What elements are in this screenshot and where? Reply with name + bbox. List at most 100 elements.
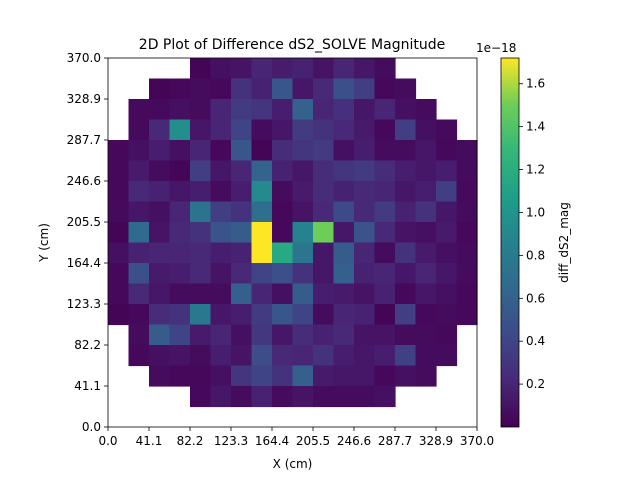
heatmap-cell: [313, 365, 335, 387]
heatmap-cell: [169, 283, 191, 305]
heatmap-cell: [272, 140, 294, 162]
colorbar-tick-label: 1.2: [526, 163, 545, 177]
heatmap-cell: [354, 58, 376, 80]
heatmap-cell: [190, 263, 212, 285]
heatmap-cell: [333, 283, 355, 305]
heatmap-cell: [415, 99, 437, 121]
heatmap-cell: [169, 78, 191, 100]
chart-title: 2D Plot of Difference dS2_SOLVE Magnitud…: [139, 37, 445, 53]
y-axis-label: Y (cm): [37, 223, 51, 263]
heatmap-cell: [456, 242, 478, 264]
heatmap-cell: [292, 181, 314, 203]
heatmap-cell: [292, 140, 314, 162]
heatmap-cell: [333, 365, 355, 387]
heatmap-cell: [354, 140, 376, 162]
heatmap-cell: [128, 181, 150, 203]
heatmap-cell: [354, 242, 376, 264]
heatmap-cell: [415, 140, 437, 162]
heatmap-cell: [415, 365, 437, 387]
heatmap-cell: [251, 283, 273, 305]
heatmap-cell: [415, 160, 437, 182]
y-tick-label: 0.0: [82, 420, 101, 434]
heatmap-cell: [333, 201, 355, 223]
heatmap-cell: [292, 263, 314, 285]
heatmap-cell: [251, 386, 273, 408]
heatmap-cell: [231, 58, 253, 80]
heatmap-cell: [436, 304, 458, 326]
heatmap-cell: [272, 119, 294, 141]
heatmap-cell: [231, 201, 253, 223]
heatmap-cell: [415, 119, 437, 141]
heatmap-cell: [128, 222, 150, 244]
heatmap-cell: [149, 140, 171, 162]
heatmap-cell: [313, 345, 335, 367]
heatmap-cell: [149, 345, 171, 367]
heatmap-cell: [231, 140, 253, 162]
heatmap-cell: [128, 304, 150, 326]
heatmap-cell: [251, 263, 273, 285]
heatmap-cell: [436, 263, 458, 285]
x-tick-label: 370.0: [460, 434, 494, 448]
heatmap-cell: [210, 304, 232, 326]
y-tick-label: 287.7: [67, 133, 101, 147]
heatmap-cell: [231, 283, 253, 305]
heatmap-cell: [169, 304, 191, 326]
heatmap-cell: [456, 304, 478, 326]
heatmap-cell: [169, 222, 191, 244]
heatmap-cell: [354, 222, 376, 244]
y-tick-label: 328.9: [67, 92, 101, 106]
heatmap-cell: [108, 181, 130, 203]
heatmap-cell: [395, 201, 417, 223]
heatmap-cell: [456, 181, 478, 203]
heatmap-cell: [436, 222, 458, 244]
colorbar-tick-label: 1.6: [526, 77, 545, 91]
heatmap-cell: [456, 283, 478, 305]
heatmap-cell: [374, 181, 396, 203]
x-axis-label: X (cm): [273, 457, 313, 471]
heatmap-cell: [395, 78, 417, 100]
heatmap-cell: [128, 283, 150, 305]
heatmap-cell: [354, 283, 376, 305]
heatmap-cell: [251, 119, 273, 141]
heatmap-cell: [231, 99, 253, 121]
heatmap-cell: [313, 181, 335, 203]
heatmap-cell: [108, 283, 130, 305]
heatmap-cell: [231, 386, 253, 408]
heatmap-cell: [128, 119, 150, 141]
heatmap-cell: [108, 160, 130, 182]
heatmap-cell: [374, 78, 396, 100]
heatmap-cell: [292, 201, 314, 223]
heatmap-cell: [128, 242, 150, 264]
heatmap-cell: [169, 99, 191, 121]
heatmap-cell: [251, 58, 273, 80]
y-tick-label: 123.3: [67, 297, 101, 311]
heatmap-cell: [333, 386, 355, 408]
heatmap-cell: [251, 160, 273, 182]
colorbar-tick-label: 0.8: [526, 248, 545, 262]
heatmap-cell: [251, 140, 273, 162]
heatmap-cell: [169, 140, 191, 162]
heatmap-cell: [415, 181, 437, 203]
heatmap-cell: [210, 78, 232, 100]
heatmap-cell: [210, 324, 232, 346]
colorbar-label: diff_dS2_mag: [557, 202, 571, 283]
colorbar-tick-label: 1.4: [526, 120, 545, 134]
heatmap-cell: [108, 242, 130, 264]
heatmap-cell: [149, 263, 171, 285]
heatmap-cell: [292, 78, 314, 100]
heatmap-cell: [169, 345, 191, 367]
heatmap-cell: [395, 283, 417, 305]
heatmap-cell: [149, 78, 171, 100]
heatmap-cell: [292, 160, 314, 182]
heatmap-cell: [108, 263, 130, 285]
heatmap-cell: [251, 304, 273, 326]
heatmap-cell: [395, 140, 417, 162]
heatmap-cell: [374, 283, 396, 305]
heatmap-cell: [333, 160, 355, 182]
heatmap-cell: [354, 181, 376, 203]
heatmap-cell: [333, 222, 355, 244]
heatmap-cell: [292, 58, 314, 80]
heatmap-cell: [210, 222, 232, 244]
heatmap-cell: [395, 365, 417, 387]
heatmap-cell: [333, 345, 355, 367]
